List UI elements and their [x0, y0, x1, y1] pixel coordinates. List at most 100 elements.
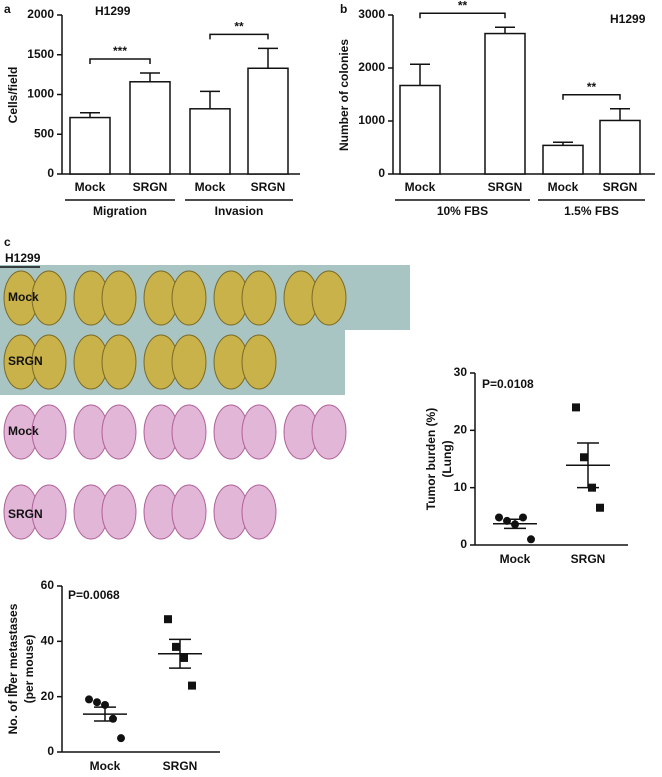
y-axis-label: Tumor burden (%): [424, 408, 438, 510]
y-tick-label: 2000: [27, 7, 54, 21]
lung-photo: [171, 270, 207, 326]
p-value: P=0.0068: [68, 588, 120, 602]
lung-photo: [241, 270, 277, 326]
row-label: Mock: [8, 290, 39, 304]
x-tick-label: SRGN: [603, 180, 638, 194]
error-bar: [610, 108, 630, 121]
y-tick-label: 20: [41, 689, 55, 703]
error-bar: [200, 90, 220, 109]
y-tick-label: 2000: [358, 60, 385, 74]
group-label: Migration: [93, 204, 147, 218]
y-tick-label: 3000: [358, 7, 385, 21]
y-axis-label: (Lung): [440, 440, 454, 477]
lung-photo: [311, 270, 347, 326]
point: [596, 503, 604, 512]
sig-label: **: [234, 20, 244, 34]
y-tick-label: 500: [34, 126, 54, 140]
error-bar: [410, 63, 430, 86]
sig-bracket: [89, 58, 151, 65]
error-bar: [495, 26, 515, 34]
y-axis-label: No. of liver metastases: [6, 603, 20, 734]
point: [164, 615, 172, 624]
sem-bar: [94, 706, 116, 722]
lung-photo: [171, 334, 207, 390]
bar: [599, 119, 641, 175]
y-axis-label: Number of colonies: [337, 39, 351, 151]
row-label: Mock: [8, 424, 39, 438]
sig-bracket: [419, 12, 506, 19]
point: [495, 513, 503, 522]
x-tick-label: Mock: [548, 180, 579, 194]
p-value: P=0.0108: [482, 377, 534, 391]
y-tick-label: 1500: [27, 47, 54, 61]
y-tick-label: 10: [454, 480, 468, 494]
x-tick-label: SRGN: [488, 180, 523, 194]
y-tick-label: 0: [460, 537, 467, 551]
sem-bar: [577, 442, 599, 489]
point: [572, 403, 580, 412]
y-axis-label: Cells/field: [6, 67, 20, 124]
lung-section: [31, 404, 67, 460]
x-tick-label: Mock: [195, 180, 226, 194]
sig-bracket: [209, 33, 269, 40]
lung-section: [241, 404, 277, 460]
x-tick-label: Mock: [405, 180, 436, 194]
point: [180, 653, 188, 662]
group-label: Invasion: [215, 204, 264, 218]
error-bar: [258, 47, 278, 69]
panel-letter: b: [340, 2, 347, 16]
group-label: 1.5% FBS: [564, 204, 619, 218]
y-tick-label: 0: [47, 166, 54, 180]
y-tick-label: 20: [454, 423, 468, 437]
point: [85, 695, 93, 704]
lung-photo: [101, 334, 137, 390]
y-tick-label: 0: [378, 166, 385, 180]
sig-label: **: [458, 0, 468, 12]
sem-bar: [169, 638, 191, 669]
y-tick-label: 30: [454, 365, 468, 379]
sig-bracket: [562, 94, 621, 100]
x-tick-label: Mock: [500, 552, 531, 566]
point: [117, 734, 125, 743]
cell-line: H1299: [5, 251, 41, 265]
y-tick-label: 40: [41, 634, 55, 648]
sig-label: **: [587, 80, 597, 94]
row-label: SRGN: [8, 354, 43, 368]
lung-photo: [241, 334, 277, 390]
group-label: 10% FBS: [437, 204, 488, 218]
lung-section: [101, 404, 137, 460]
error-bar: [140, 72, 160, 82]
bar: [399, 84, 441, 175]
error-bar: [553, 141, 573, 146]
y-axis-label: (per mouse): [22, 635, 36, 704]
lung-section: [171, 484, 207, 540]
point: [580, 453, 588, 462]
point: [188, 681, 196, 690]
lung-section: [311, 404, 347, 460]
panel-letter: d: [4, 682, 11, 696]
sem-bar: [504, 518, 526, 530]
lung-section: [171, 404, 207, 460]
x-tick-label: SRGN: [251, 180, 286, 194]
cell-line: H1299: [95, 4, 131, 18]
x-tick-label: SRGN: [571, 552, 606, 566]
y-tick-label: 1000: [27, 87, 54, 101]
error-bar: [80, 112, 100, 118]
bar: [129, 81, 171, 175]
bar: [247, 67, 289, 175]
panel-letter: c: [4, 235, 11, 249]
bar: [69, 116, 111, 175]
point: [527, 535, 535, 544]
cell-line: H1299: [610, 12, 646, 26]
bar: [484, 32, 526, 175]
x-tick-label: Mock: [75, 180, 106, 194]
x-tick-label: SRGN: [163, 759, 198, 773]
bar: [542, 144, 584, 175]
lung-photo: [101, 270, 137, 326]
panel-letter: a: [4, 2, 11, 16]
bar: [189, 108, 231, 175]
row-label: SRGN: [8, 507, 43, 521]
y-tick-label: 60: [41, 578, 55, 592]
point: [93, 698, 101, 707]
